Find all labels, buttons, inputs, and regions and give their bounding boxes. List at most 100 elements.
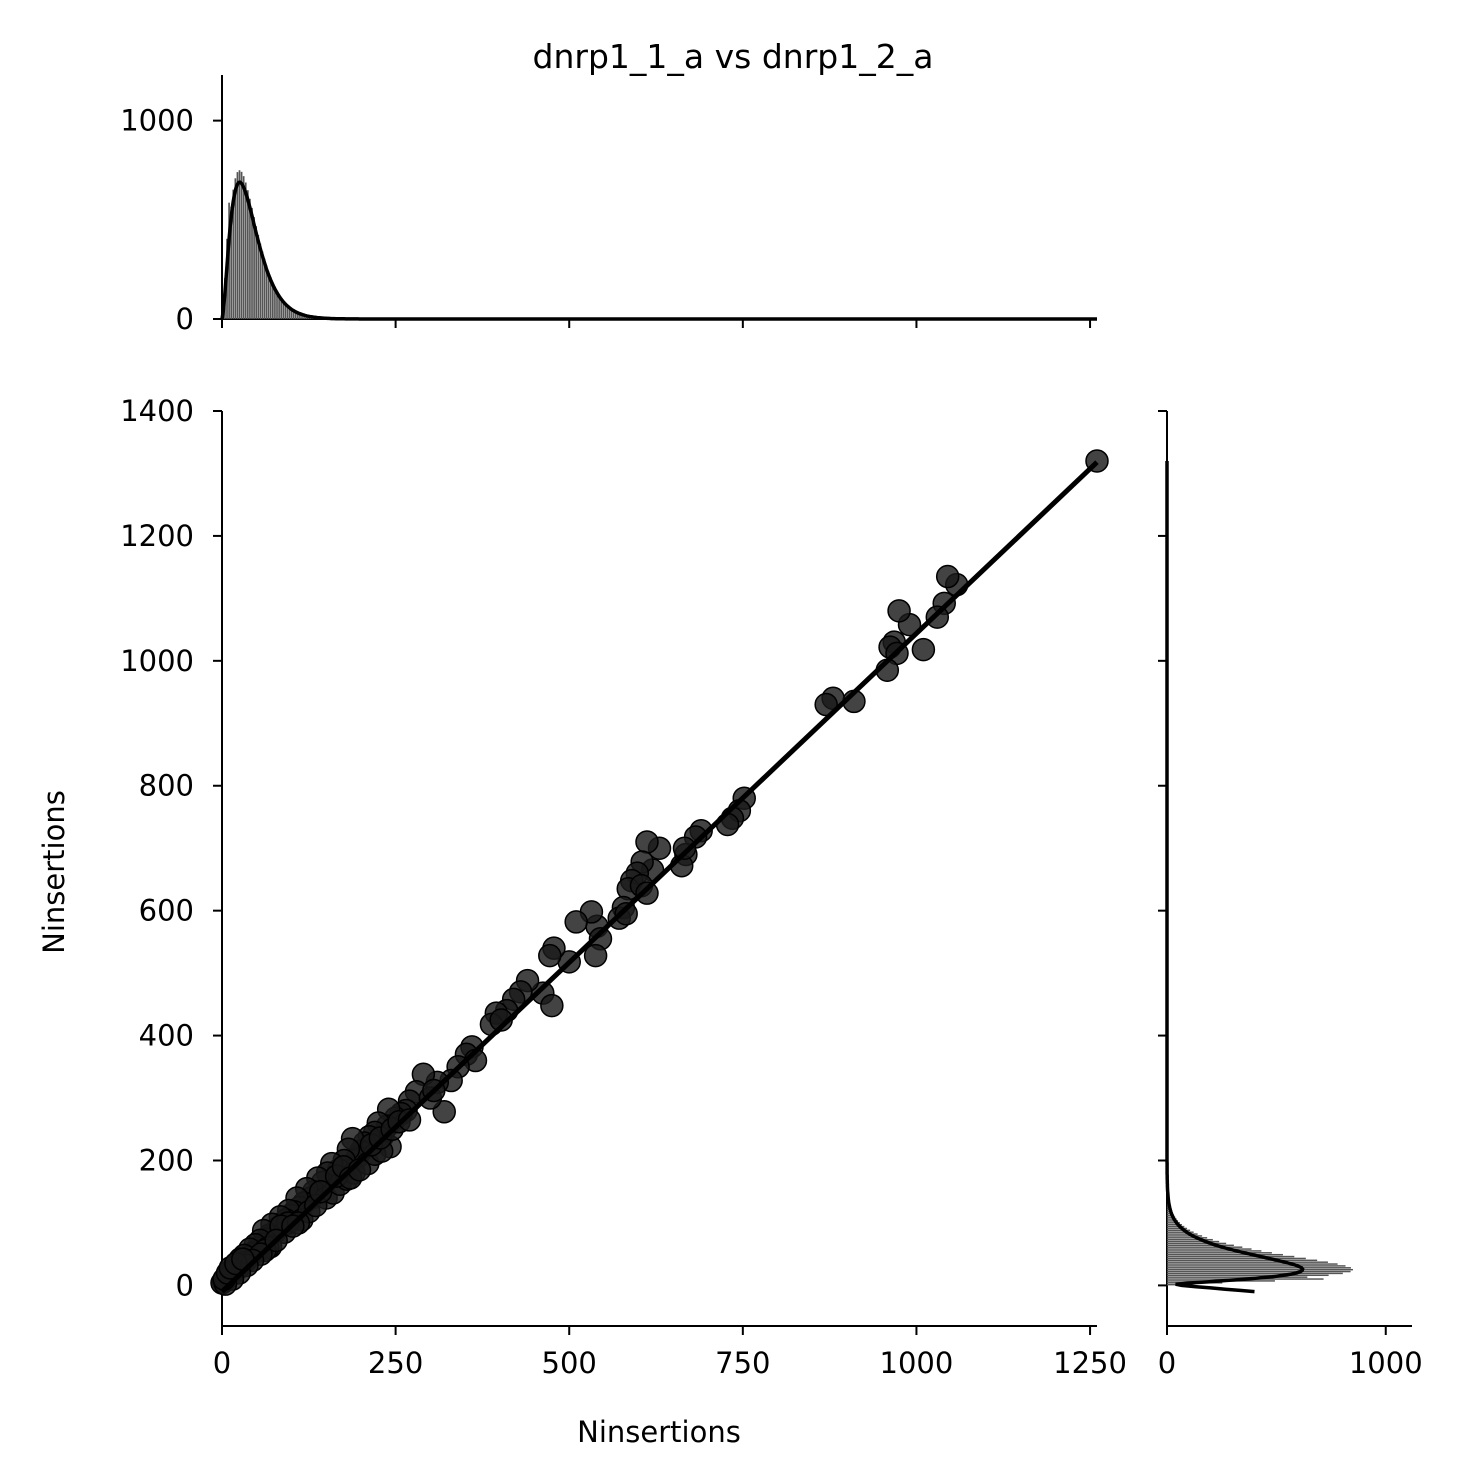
- right-hist-bar: [1167, 1267, 1351, 1269]
- y-tick-label: 800: [139, 769, 194, 803]
- top-hist-bar: [282, 300, 285, 319]
- top-hist-bar: [263, 258, 266, 319]
- right-hist-bar: [1167, 1233, 1198, 1235]
- right-hist-bar: [1167, 1240, 1220, 1243]
- data-point: [672, 836, 697, 860]
- right-hist-x-tick-label: 0: [1158, 1346, 1176, 1380]
- top-hist-bar: [249, 198, 251, 319]
- top-hist-bar: [288, 307, 291, 319]
- x-tick-label: 1000: [880, 1346, 954, 1380]
- y-tick-label: 1000: [120, 644, 194, 678]
- top-hist-bar: [255, 226, 258, 319]
- right-hist-bar: [1167, 1250, 1262, 1252]
- top-hist-bar: [284, 302, 287, 319]
- data-point: [432, 1100, 456, 1124]
- data-point: [635, 881, 659, 905]
- data-point: [635, 830, 659, 854]
- right-hist-bar: [1167, 1261, 1328, 1263]
- right-hist-bar: [1167, 1253, 1283, 1256]
- right-hist-bar: [1167, 1268, 1353, 1271]
- top-hist-bar: [276, 290, 278, 319]
- data-point: [540, 993, 564, 1018]
- right-hist-bar: [1167, 1222, 1180, 1224]
- data-point: [538, 943, 562, 968]
- right-hist-bar: [1167, 1270, 1351, 1273]
- right-hist-bar: [1167, 1235, 1203, 1237]
- x-tick-label: 0: [213, 1346, 231, 1380]
- top-hist-bar: [286, 305, 289, 319]
- top-hist-bar: [244, 182, 247, 319]
- right-hist-bar: [1167, 1283, 1178, 1286]
- right-hist-bar: [1167, 1218, 1177, 1220]
- right-hist-bar: [1167, 1259, 1318, 1262]
- top-hist-bar: [301, 314, 303, 319]
- top-hist-bar: [247, 190, 249, 319]
- right-hist-bar: [1167, 1238, 1213, 1241]
- top-hist-bar: [292, 310, 295, 319]
- right-hist-bar: [1167, 1276, 1308, 1278]
- y-tick-label: 600: [139, 894, 194, 928]
- right-hist-bar: [1167, 1231, 1194, 1233]
- right-hist-bar: [1167, 1257, 1306, 1260]
- data-point: [887, 599, 911, 623]
- top-hist-bar: [265, 265, 268, 319]
- regression-line: [220, 460, 1099, 1294]
- top-hist-bar: [234, 178, 237, 319]
- top-hist-bar: [240, 171, 243, 319]
- top-hist-bar: [280, 297, 283, 319]
- chart-title: dnrp1_1_a vs dnrp1_2_a: [533, 37, 934, 76]
- top-hist-bar: [261, 251, 264, 319]
- top-hist-bar: [290, 308, 293, 319]
- right-hist-bar: [1167, 1246, 1243, 1248]
- top-hist-bar: [267, 271, 270, 319]
- data-point: [935, 564, 960, 589]
- top-hist-bar: [242, 176, 245, 319]
- data-point: [308, 1179, 333, 1204]
- y-axis-label: Ninsertions: [37, 790, 71, 954]
- data-point: [397, 1108, 422, 1132]
- x-tick-label: 750: [715, 1346, 770, 1380]
- top-hist-bar: [253, 217, 255, 319]
- right-hist-bar: [1167, 1244, 1234, 1247]
- top-hist-y-tick-label: 1000: [120, 104, 194, 138]
- y-tick-label: 200: [139, 1143, 194, 1177]
- right-hist-bar: [1167, 1252, 1272, 1254]
- right-hist-bar: [1167, 1223, 1182, 1226]
- right-kde-line: [1165, 461, 1305, 1294]
- top-hist-bar: [259, 243, 262, 319]
- x-tick-label: 250: [368, 1346, 423, 1380]
- top-hist-bar: [294, 311, 297, 319]
- top-hist-bar: [272, 282, 274, 319]
- x-tick-label: 500: [542, 1346, 597, 1380]
- right-hist-bar: [1167, 1272, 1343, 1275]
- right-hist-bar: [1167, 1216, 1176, 1218]
- x-axis-label: Ninsertions: [577, 1415, 741, 1449]
- top-hist-bar: [269, 277, 272, 319]
- top-hist-bar: [299, 313, 301, 319]
- data-point: [614, 902, 638, 926]
- top-hist-bar: [232, 189, 235, 319]
- right-hist-bar: [1167, 1248, 1252, 1250]
- y-tick-label: 1200: [120, 519, 194, 553]
- top-hist-bar: [274, 286, 276, 319]
- top-hist-y-tick-label: 0: [176, 302, 194, 336]
- data-point: [911, 637, 936, 662]
- right-hist-bar: [1167, 1255, 1295, 1258]
- top-hist-bar: [297, 312, 299, 319]
- top-hist-bar: [230, 206, 233, 319]
- right-hist-bar: [1167, 1229, 1191, 1232]
- right-hist-bar: [1167, 1237, 1208, 1239]
- right-hist-bar: [1167, 1265, 1346, 1267]
- y-tick-label: 1400: [120, 394, 194, 428]
- data-point: [583, 943, 608, 968]
- top-hist-bar: [257, 235, 260, 319]
- right-hist-bar: [1167, 1220, 1179, 1222]
- data-point: [564, 910, 588, 934]
- right-hist-bar: [1167, 1242, 1227, 1245]
- top-kde-line: [220, 180, 1097, 321]
- top-hist-bar: [238, 170, 241, 319]
- top-hist-bar: [278, 294, 280, 319]
- right-hist-x-tick-label: 1000: [1349, 1346, 1423, 1380]
- y-tick-label: 0: [176, 1268, 194, 1302]
